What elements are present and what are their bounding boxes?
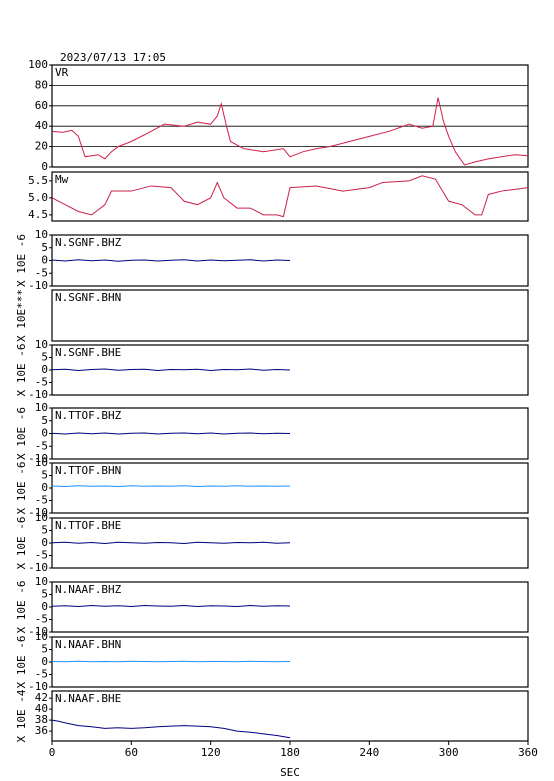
y-tick-label: -5 — [35, 668, 48, 681]
panel-label: VR — [55, 66, 69, 79]
y-tick-label: 5 — [41, 524, 48, 537]
y-tick-label: -5 — [35, 494, 48, 507]
y-tick-label: 60 — [35, 99, 48, 112]
x-tick-label: 60 — [125, 746, 138, 759]
y-tick-label: 10 — [35, 228, 48, 241]
data-line — [51, 604, 291, 608]
panel-label: N.TTOF.BHE — [55, 519, 121, 532]
x-tick-label: 360 — [518, 746, 538, 759]
y-tick-label: 0 — [41, 600, 48, 613]
panel-frame — [51, 171, 529, 222]
data-line — [51, 259, 291, 262]
panel-frame — [51, 289, 529, 342]
y-tick-label: 0 — [41, 536, 48, 549]
y-tick-label: -10 — [28, 561, 48, 574]
y-tick-label: -5 — [35, 613, 48, 626]
data-line — [51, 368, 291, 372]
panel-label: N.SGNF.BHN — [55, 291, 121, 304]
y-tick-label: 36 — [35, 724, 48, 737]
y-tick-label: 0 — [41, 655, 48, 668]
x-axis-label: SEC — [280, 766, 300, 779]
y-axis-label: X 10E -6 — [15, 344, 28, 397]
data-line — [51, 485, 291, 488]
y-tick-label: 0 — [41, 363, 48, 376]
x-tick-label: 0 — [49, 746, 56, 759]
y-tick-label: 5 — [41, 414, 48, 427]
chart-title: 2023/07/13 17:05 — [60, 51, 166, 64]
panel-frame — [51, 344, 529, 396]
y-tick-label: 80 — [35, 78, 48, 91]
y-tick-label: 0 — [41, 160, 48, 173]
panel-frame — [51, 690, 529, 742]
data-line — [51, 541, 291, 545]
y-tick-label: 5 — [41, 643, 48, 656]
y-tick-label: -10 — [28, 388, 48, 401]
y-tick-label: 0 — [41, 481, 48, 494]
y-tick-label: -5 — [35, 266, 48, 279]
x-tick-label: 120 — [201, 746, 221, 759]
panel-label: N.SGNF.BHZ — [55, 236, 122, 249]
panel-label: N.TTOF.BHZ — [55, 409, 122, 422]
panel-label: N.NAAF.BHE — [55, 692, 121, 705]
panel-frame — [51, 517, 529, 569]
y-tick-label: -5 — [35, 376, 48, 389]
y-tick-label: 100 — [28, 58, 48, 71]
data-line — [51, 432, 291, 435]
x-tick-label: 240 — [359, 746, 379, 759]
x-tick-label: 180 — [280, 746, 300, 759]
y-tick-label: 0 — [41, 427, 48, 440]
panel-label: Mw — [55, 173, 69, 186]
y-tick-label: 0 — [41, 254, 48, 267]
y-tick-label: 5 — [41, 588, 48, 601]
y-tick-label: 10 — [35, 630, 48, 643]
y-tick-label: -10 — [28, 506, 48, 519]
panel-frame — [51, 234, 529, 287]
y-tick-label: 40 — [35, 119, 48, 132]
panel-label: N.NAAF.BHZ — [55, 583, 122, 596]
panel-frame — [51, 64, 529, 168]
y-tick-label: 10 — [35, 575, 48, 588]
y-tick-label: 10 — [35, 456, 48, 469]
data-line — [51, 719, 291, 739]
y-tick-label: -5 — [35, 439, 48, 452]
y-tick-label: -10 — [28, 452, 48, 465]
y-axis-label: X 10E*** — [15, 289, 28, 342]
y-tick-label: 38 — [35, 713, 48, 726]
y-axis-label: X 10E -6 — [15, 581, 28, 634]
y-tick-label: -10 — [28, 680, 48, 693]
data-line — [51, 660, 291, 663]
y-tick-label: 5.5 — [28, 174, 48, 187]
y-axis-label: X 10E -6 — [15, 407, 28, 460]
y-tick-label: -10 — [28, 279, 48, 292]
panel-label: N.NAAF.BHN — [55, 638, 121, 651]
data-line — [51, 175, 529, 218]
y-tick-label: 42 — [35, 691, 48, 704]
y-tick-label: 5 — [41, 351, 48, 364]
y-tick-label: 5 — [41, 241, 48, 254]
panel-label: N.SGNF.BHE — [55, 346, 121, 359]
panel-frame — [51, 581, 529, 633]
y-axis-label: X 10E -6 — [15, 517, 28, 570]
y-tick-label: 10 — [35, 511, 48, 524]
y-tick-label: -10 — [28, 625, 48, 638]
y-axis-label: X 10E -6 — [15, 636, 28, 689]
y-tick-label: 4.5 — [28, 208, 48, 221]
y-axis-label: X 10E -6 — [15, 462, 28, 515]
y-tick-label: 20 — [35, 140, 48, 153]
x-tick-label: 300 — [439, 746, 459, 759]
data-line — [51, 97, 529, 166]
y-tick-label: 10 — [35, 338, 48, 351]
y-axis-label: X 10E -6 — [15, 234, 28, 287]
y-tick-label: 10 — [35, 401, 48, 414]
y-axis-label: X 10E -4 — [15, 689, 28, 742]
y-tick-label: 5 — [41, 469, 48, 482]
y-tick-label: -5 — [35, 549, 48, 562]
panel-frame — [51, 462, 529, 514]
panel-label: N.TTOF.BHN — [55, 464, 121, 477]
y-tick-label: 40 — [35, 702, 48, 715]
y-tick-label: 5.0 — [28, 191, 48, 204]
